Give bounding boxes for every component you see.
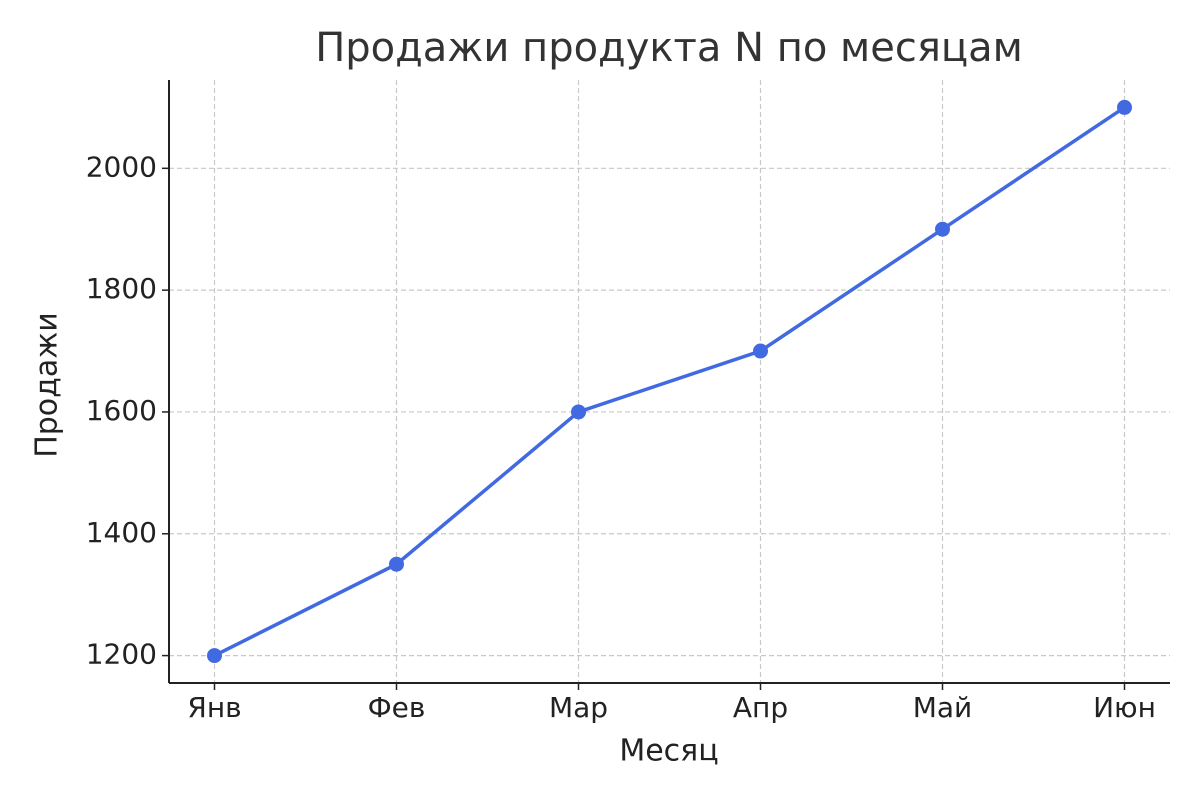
x-tick-label: Июн: [1093, 691, 1156, 724]
point: [753, 343, 768, 359]
point: [571, 404, 586, 420]
y-tick-label: 1800: [86, 272, 157, 305]
x-tick-label: Янв: [187, 691, 241, 724]
y-axis-label: Продажи: [30, 312, 65, 458]
line: [213, 105, 1126, 658]
point: [935, 221, 950, 237]
point: [389, 556, 404, 572]
point: [1117, 99, 1132, 115]
x-tick-label: Апр: [733, 691, 788, 724]
y-tick-label: 1600: [86, 394, 157, 427]
y-tick-label: 1200: [86, 638, 157, 671]
y-tick-label: 1400: [86, 516, 157, 549]
x-axis-label: Месяц: [619, 734, 718, 769]
x-tick-label: Май: [913, 691, 973, 724]
x-tick-label: Фев: [368, 691, 426, 724]
chart-title: Продажи продукта N по месяцам: [315, 25, 1023, 71]
point: [207, 648, 222, 664]
y-tick-label: 2000: [86, 150, 157, 183]
x-tick-label: Мар: [549, 691, 608, 724]
